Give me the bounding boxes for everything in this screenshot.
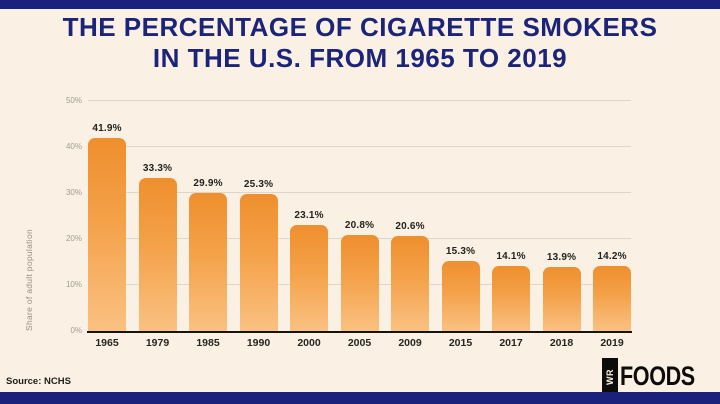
bar-value-label: 41.9%: [92, 123, 122, 135]
x-tick-label: 2005: [347, 337, 372, 349]
x-tick-label: 2009: [398, 337, 422, 349]
x-tick-label: 2018: [549, 337, 574, 349]
x-tick-label: 1985: [196, 337, 220, 349]
x-axis-line: [87, 330, 632, 333]
bar-2000: [290, 224, 328, 331]
x-tick-label: 2017: [499, 337, 523, 349]
title-line-1: THE PERCENTAGE OF CIGARETTE SMOKERS: [62, 12, 658, 42]
logo-mark: WR: [602, 358, 619, 395]
x-tick-label: 1979: [145, 337, 170, 349]
bar-value-label: 15.3%: [445, 245, 476, 257]
gridline: [88, 100, 631, 101]
bar-2017: [492, 266, 530, 331]
bar-2019: [593, 265, 631, 331]
bar-1985: [189, 193, 227, 331]
bar-2005: [340, 235, 379, 331]
source-note: Source: NCHS: [6, 376, 71, 387]
x-tick-label: 2000: [297, 337, 321, 349]
bar-2009: [391, 236, 429, 331]
bar-value-label: 29.9%: [193, 178, 223, 190]
bar-value-label: 23.1%: [294, 209, 324, 221]
page-title: THE PERCENTAGE OF CIGARETTE SMOKERS IN TH…: [0, 12, 720, 74]
bar-2015: [441, 260, 480, 331]
bar-value-label: 20.6%: [395, 221, 425, 233]
bar-value-label: 14.2%: [597, 250, 627, 262]
gridline: [88, 192, 631, 193]
logo-mark-text: WR: [605, 368, 616, 385]
y-tick-label: 40%: [65, 142, 82, 151]
x-tick-label: 2019: [600, 337, 624, 349]
bar-1965: [88, 138, 126, 331]
y-axis-title: Share of adult population: [24, 228, 34, 331]
y-tick-label: 20%: [65, 234, 82, 243]
x-tick-label: 1965: [95, 337, 119, 349]
bar-value-label: 25.3%: [243, 179, 274, 191]
bar-1979: [138, 177, 177, 331]
plot-area: 0% 10% 20% 30% 40% 50% 41.9% 1965 33.3% 1979 29.9%…: [66, 96, 632, 349]
bar-value-label: 33.3%: [142, 162, 173, 174]
bar-2018: [542, 267, 581, 331]
logo-text: FOODS: [620, 361, 696, 391]
bar-chart: Share of adult population 0% 10% 20% 30% 40%…: [0, 96, 720, 358]
title-line-2: IN THE U.S. FROM 1965 TO 2019: [152, 43, 568, 73]
gridline: [88, 146, 631, 147]
bar-value-label: 14.1%: [496, 251, 526, 263]
bar-1990: [239, 194, 278, 331]
x-tick-label: 2015: [448, 337, 473, 349]
bar-value-label: 13.9%: [546, 252, 577, 264]
y-tick-label: 30%: [65, 188, 82, 197]
top-border-bar: [0, 0, 720, 9]
bottom-border-bar: [0, 392, 720, 404]
bar-value-label: 20.8%: [344, 220, 375, 232]
y-tick-label: 0%: [70, 326, 82, 335]
y-tick-label: 50%: [65, 96, 82, 105]
y-tick-label: 10%: [65, 280, 82, 289]
brand-logo: WR FOODS: [602, 358, 714, 395]
x-tick-label: 1990: [246, 337, 271, 349]
